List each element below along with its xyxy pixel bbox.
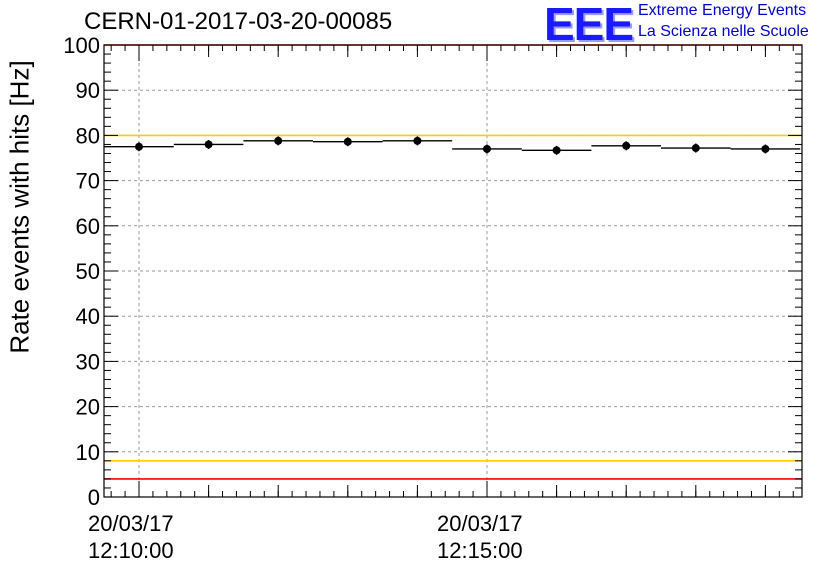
y-axis-label: Rate events with hits [Hz]: [4, 60, 35, 354]
logo-text-line2: La Scienza nelle Scuole: [638, 23, 809, 40]
x-tick-date-1: 20/03/17: [88, 511, 174, 536]
chart-title: CERN-01-2017-03-20-00085: [84, 8, 393, 35]
y-tick-label: 20: [76, 395, 100, 420]
y-tick-label: 10: [76, 440, 100, 465]
data-point: [382, 136, 453, 146]
data-point: [104, 142, 174, 152]
data-point: [173, 139, 244, 149]
data-marker: [135, 142, 143, 151]
data-point: [452, 144, 522, 154]
data-marker: [622, 141, 631, 150]
data-marker: [204, 140, 213, 149]
reference-lines: [104, 44, 802, 480]
y-tick-label: 70: [76, 169, 100, 194]
y-tick-label: 100: [63, 33, 100, 58]
data-series: [104, 136, 801, 155]
logo-text-line1: Extreme Energy Events: [638, 2, 807, 19]
x-tick-label-2: 20/03/17 12:15:00: [437, 510, 523, 564]
data-point: [661, 143, 731, 153]
y-tick-label: 30: [76, 349, 100, 374]
y-tick-label: 40: [76, 304, 100, 329]
eee-logo: EEE: [544, 0, 634, 50]
y-tick-label: 90: [76, 78, 100, 103]
data-point: [313, 137, 383, 147]
data-point: [730, 144, 801, 154]
y-tick-labels: 0 10 20 30 40 50 60 70 80 90 100: [63, 33, 100, 510]
y-tick-label: 60: [76, 214, 100, 239]
plot-frame: [103, 44, 803, 498]
data-marker: [343, 137, 352, 146]
data-marker: [552, 146, 561, 155]
data-point: [591, 141, 661, 151]
data-point: [243, 136, 313, 146]
y-tick-label: 80: [76, 123, 100, 148]
x-tick-date-2: 20/03/17: [437, 511, 523, 536]
x-tick-time-2: 12:15:00: [437, 538, 523, 563]
data-marker: [413, 136, 422, 145]
data-marker: [761, 144, 770, 153]
data-marker: [483, 144, 491, 153]
data-marker: [691, 144, 700, 153]
grid-lines: [104, 45, 802, 497]
y-tick-label: 50: [76, 259, 100, 284]
data-point: [521, 145, 592, 155]
x-tick-time-1: 12:10:00: [88, 538, 174, 563]
y-tick-label: 0: [88, 485, 100, 510]
x-tick-label-1: 20/03/17 12:10:00: [88, 510, 174, 564]
axis-ticks: [104, 44, 802, 498]
data-marker: [274, 136, 283, 145]
